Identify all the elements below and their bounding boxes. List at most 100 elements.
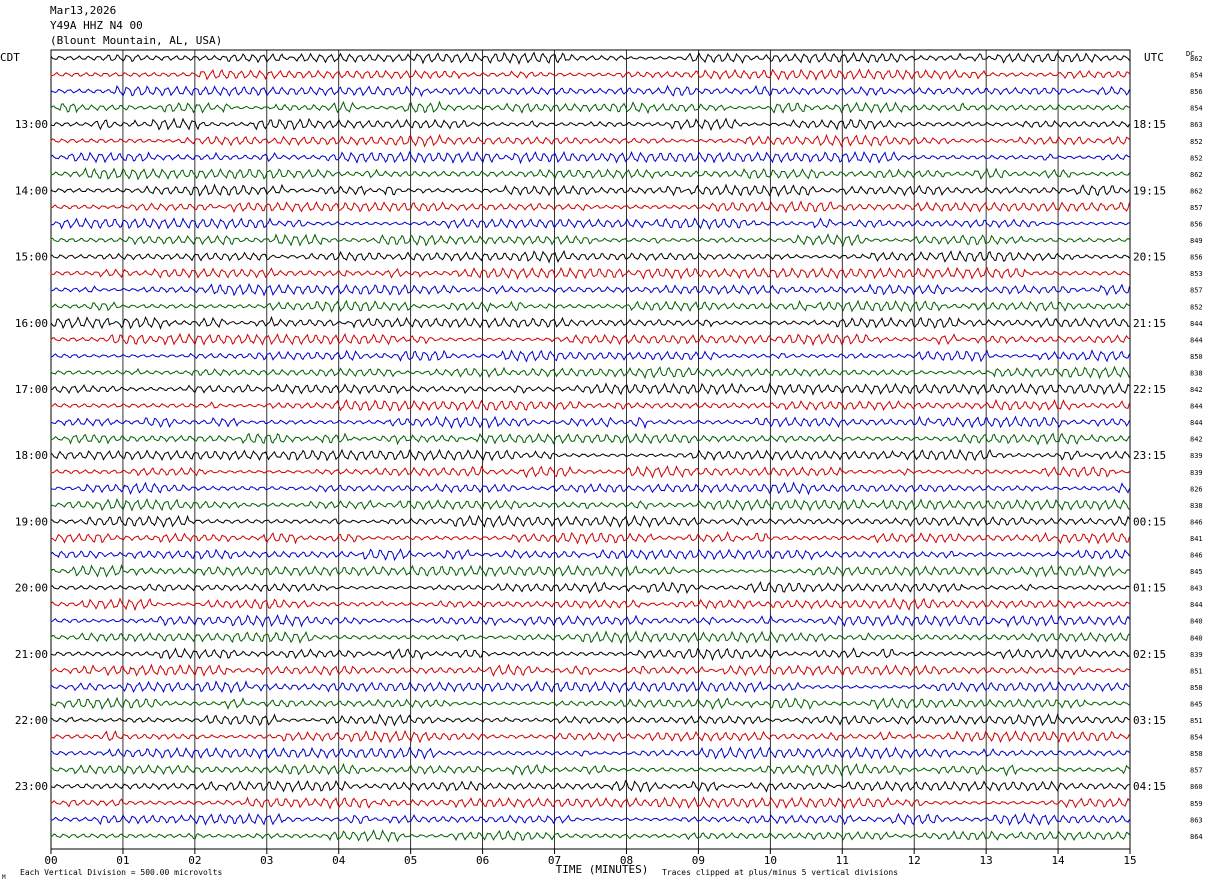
dc-offset-label: 862: [1190, 171, 1203, 179]
utc-hour-label: 04:15: [1133, 780, 1166, 793]
seismic-trace: [50, 398, 1130, 412]
seismic-trace: [50, 332, 1130, 347]
seismic-trace: [50, 563, 1130, 578]
seismic-trace: [50, 349, 1130, 363]
seismic-trace: [50, 548, 1130, 562]
seismic-trace: [50, 200, 1130, 214]
dc-offset-label: 856: [1190, 254, 1203, 262]
seismic-trace: [50, 100, 1130, 115]
dc-offset-label: 859: [1190, 800, 1203, 808]
seismic-trace: [50, 432, 1130, 446]
seismic-trace: [50, 415, 1130, 430]
seismic-trace: [50, 282, 1130, 297]
seismic-trace: [50, 663, 1130, 677]
dc-offset-label: 853: [1190, 270, 1203, 278]
x-tick-label: 03: [260, 854, 273, 867]
dc-column-header: DC: [1186, 50, 1194, 58]
x-tick-label: 14: [1051, 854, 1065, 867]
cdt-hour-label: 13:00: [15, 118, 48, 131]
dc-offset-label: 845: [1190, 568, 1203, 576]
dc-offset-label: 844: [1190, 419, 1203, 427]
corner-mark: M: [2, 874, 6, 881]
cdt-hour-label: 23:00: [15, 780, 48, 793]
x-tick-label: 12: [908, 854, 921, 867]
seismic-trace: [50, 299, 1130, 313]
seismic-trace: [50, 796, 1130, 810]
seismic-trace: [50, 167, 1130, 181]
dc-offset-label: 854: [1190, 105, 1203, 113]
seismic-trace: [50, 514, 1130, 529]
dc-offset-label: 856: [1190, 88, 1203, 96]
seismic-trace: [50, 365, 1130, 380]
dc-offset-label: 858: [1190, 684, 1203, 692]
dc-offset-label: 862: [1190, 55, 1203, 63]
dc-offset-label: 851: [1190, 717, 1203, 725]
x-tick-label: 08: [620, 854, 633, 867]
dc-offset-label: 852: [1190, 138, 1203, 146]
dc-offset-label: 844: [1190, 320, 1203, 328]
seismic-trace: [50, 729, 1130, 744]
header-location: (Blount Mountain, AL, USA): [50, 34, 223, 47]
seismic-trace: [50, 745, 1130, 760]
seismic-trace: [50, 84, 1130, 98]
seismic-trace: [50, 315, 1130, 330]
seismic-trace: [50, 117, 1130, 132]
seismic-trace: [50, 581, 1130, 595]
dc-offset-label: 826: [1190, 485, 1203, 493]
seismic-trace: [50, 779, 1130, 793]
dc-offset-label: 846: [1190, 552, 1203, 560]
seismic-trace: [50, 266, 1130, 280]
cdt-hour-label: 19:00: [15, 515, 48, 528]
x-tick-label: 01: [116, 854, 129, 867]
clip-note: Traces clipped at plus/minus 5 vertical …: [662, 868, 898, 877]
dc-offset-label: 863: [1190, 816, 1203, 824]
x-tick-label: 13: [980, 854, 993, 867]
seismic-trace: [50, 812, 1130, 827]
seismic-trace: [50, 183, 1130, 197]
seismic-trace: [50, 647, 1130, 662]
utc-hour-label: 21:15: [1133, 317, 1166, 330]
cdt-hour-label: 15:00: [15, 251, 48, 264]
utc-hour-label: 03:15: [1133, 714, 1166, 727]
dc-offset-label: 857: [1190, 204, 1203, 212]
dc-offset-label: 842: [1190, 386, 1203, 394]
header-date: Mar13,2026: [50, 4, 117, 17]
x-tick-label: 15: [1123, 854, 1136, 867]
left-timezone-label: CDT: [0, 51, 20, 64]
utc-hour-label: 19:15: [1133, 184, 1166, 197]
seismic-trace: [50, 150, 1130, 165]
dc-offset-label: 839: [1190, 469, 1203, 477]
dc-offset-label: 843: [1190, 585, 1203, 593]
utc-hour-label: 01:15: [1133, 582, 1166, 595]
utc-hour-label: 23:15: [1133, 449, 1166, 462]
seismic-trace: [50, 713, 1130, 727]
x-tick-label: 06: [476, 854, 489, 867]
utc-hour-label: 20:15: [1133, 251, 1166, 264]
seismic-trace: [50, 382, 1130, 396]
seismic-trace: [50, 217, 1130, 231]
cdt-hour-label: 22:00: [15, 714, 48, 727]
x-tick-label: 02: [188, 854, 201, 867]
dc-offset-label: 850: [1190, 353, 1203, 361]
cdt-hour-label: 21:00: [15, 648, 48, 661]
dc-offset-label: 842: [1190, 436, 1203, 444]
dc-offset-label: 839: [1190, 452, 1203, 460]
dc-offset-label: 838: [1190, 369, 1203, 377]
utc-hour-label: 18:15: [1133, 118, 1166, 131]
vertical-division-note: Each Vertical Division = 500.00 microvol…: [20, 868, 222, 877]
seismic-trace: [50, 531, 1130, 545]
dc-offset-label: 856: [1190, 221, 1203, 229]
cdt-hour-label: 18:00: [15, 449, 48, 462]
seismic-trace: [50, 498, 1130, 512]
dc-offset-label: 839: [1190, 651, 1203, 659]
utc-hour-label: 00:15: [1133, 515, 1166, 528]
dc-offset-label: 862: [1190, 187, 1203, 195]
seismic-trace: [50, 233, 1130, 247]
dc-offset-label: 840: [1190, 618, 1203, 626]
cdt-hour-label: 17:00: [15, 383, 48, 396]
seismic-trace: [50, 448, 1130, 462]
dc-offset-label: 845: [1190, 700, 1203, 708]
seismic-trace: [50, 133, 1130, 148]
x-tick-label: 05: [404, 854, 417, 867]
